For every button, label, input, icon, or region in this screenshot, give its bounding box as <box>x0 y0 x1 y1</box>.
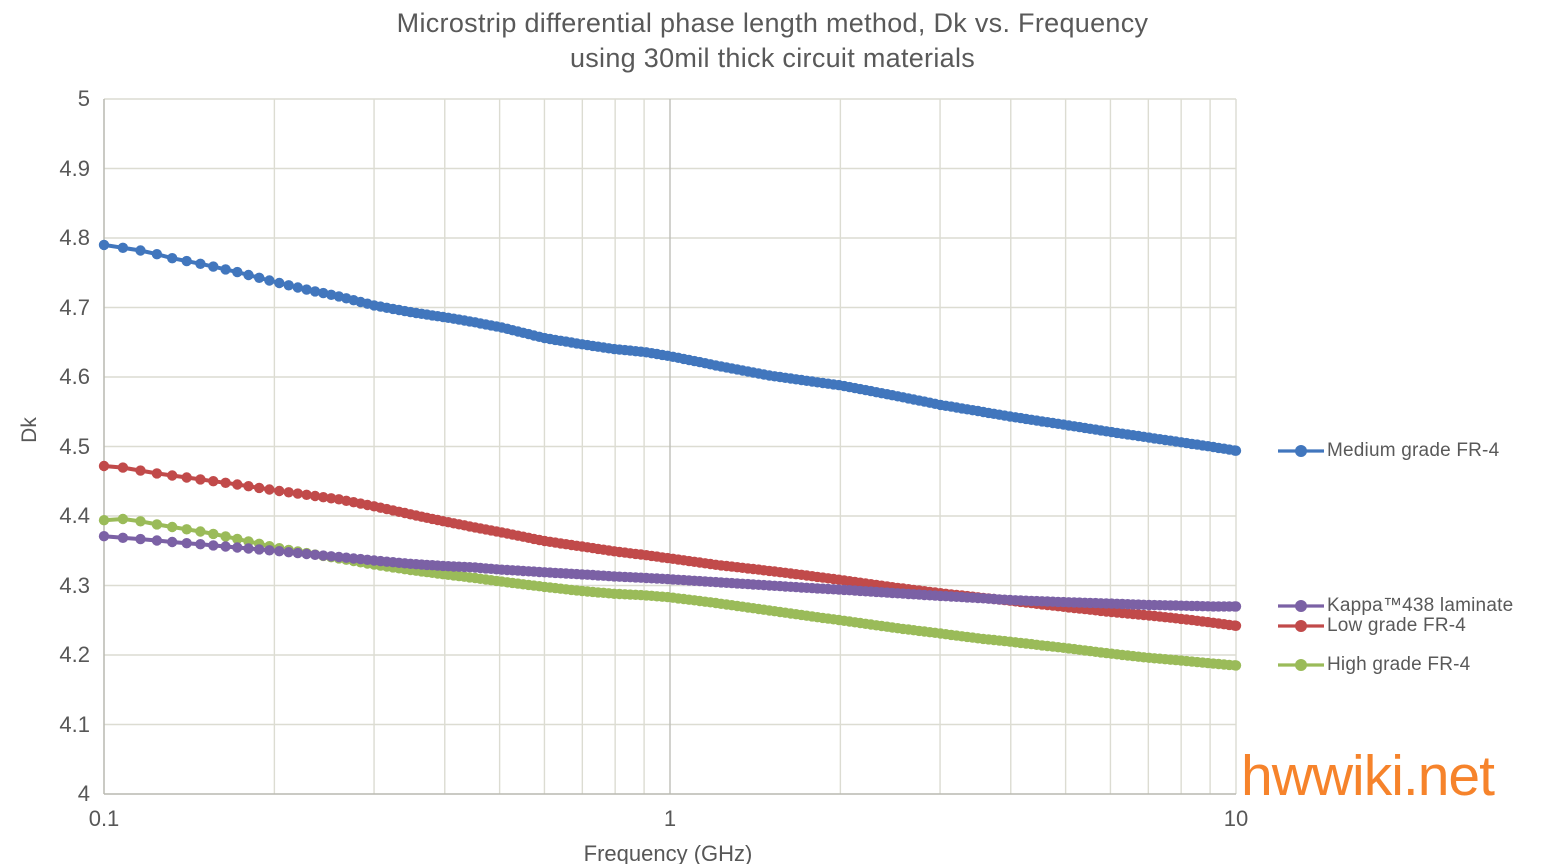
chart-title-line-1: Microstrip differential phase length met… <box>396 8 1149 38</box>
legend-label: High grade FR-4 <box>1327 654 1471 676</box>
y-tick-label: 5 <box>77 86 90 111</box>
legend-marker-icon <box>1278 600 1324 613</box>
y-tick-label: 4.1 <box>59 711 90 737</box>
series-high-grade-fr-4 <box>98 513 1242 671</box>
legend-label: Low grade FR-4 <box>1327 614 1467 636</box>
x-tick-label: 1 <box>663 806 677 831</box>
legend-label: Kappa™438 laminate <box>1327 595 1514 617</box>
chart-title-line-2: using 30mil thick circuit materials <box>569 43 976 73</box>
y-tick-label: 4.6 <box>59 364 90 389</box>
y-tick-label: 4.8 <box>59 225 90 250</box>
y-tick-label: 4.2 <box>59 642 90 667</box>
x-tick-label: 10 <box>1223 806 1249 831</box>
series-medium-grade-fr-4 <box>98 239 1242 456</box>
y-tick-label: 4.3 <box>59 572 90 598</box>
legend-marker-icon <box>1278 659 1324 672</box>
y-tick-label: 4.7 <box>59 294 90 320</box>
y-tick-label: 4 <box>77 781 90 806</box>
legend-item: Kappa™438 laminate <box>1277 595 1513 617</box>
series-kappa-438-laminate <box>98 531 1242 612</box>
watermark: hwwiki.net <box>1241 744 1495 808</box>
legend-marker-icon <box>1278 619 1324 632</box>
gridlines <box>104 98 1237 794</box>
y-tick-label: 4.4 <box>59 503 90 528</box>
y-tick-label: 4.5 <box>59 433 90 459</box>
y-tick-label: 4.9 <box>59 155 90 181</box>
x-tick-label: 0.1 <box>88 806 120 831</box>
legend-item: Medium grade FR-4 <box>1277 440 1499 462</box>
legend-item: Low grade FR-4 <box>1277 615 1466 637</box>
legend-item: High grade FR-4 <box>1277 654 1470 676</box>
legend-label: Medium grade FR-4 <box>1327 439 1500 461</box>
x-axis-title: Frequency (GHz) <box>583 841 753 864</box>
legend-marker-icon <box>1278 444 1324 457</box>
